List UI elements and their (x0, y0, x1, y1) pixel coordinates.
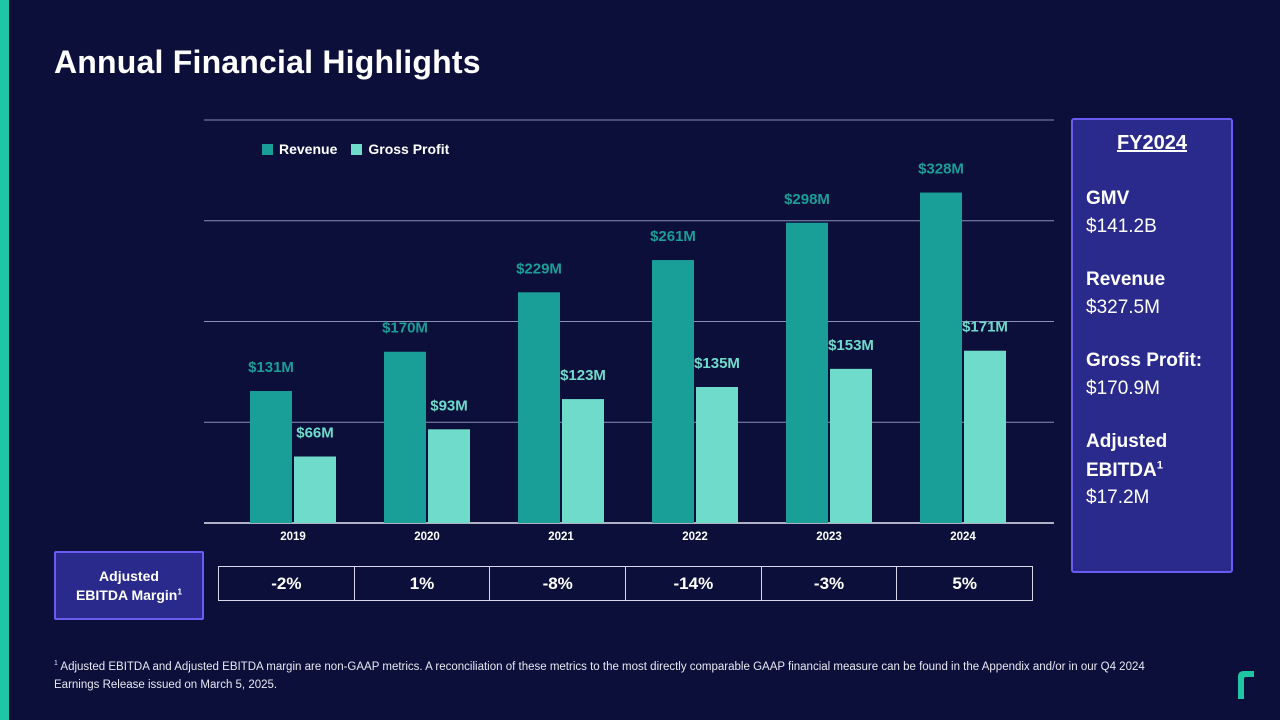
data-label-gross-profit-2019: $66M (296, 425, 334, 442)
data-label-revenue-2023: $298M (784, 191, 830, 208)
bar-gross-profit-2024 (964, 350, 1006, 523)
data-label-revenue-2022: $261M (650, 228, 696, 245)
ebitda-margin-footnote-marker: 1 (177, 585, 183, 596)
bar-revenue-2023 (786, 222, 828, 523)
fy-panel-title: FY2024 (1116, 132, 1188, 154)
gross-profit-value: $170.9M (1086, 377, 1160, 399)
ebitda-margin-label-text: EBITDA Margin (75, 586, 178, 603)
bar-revenue-2024 (920, 192, 962, 524)
bar-gross-profit-2020 (428, 429, 470, 523)
bar-gross-profit-2023 (830, 368, 872, 523)
fy2024-panel: FY2024 GMV $141.2B Revenue $327.5M Gross… (1071, 118, 1233, 573)
legend-revenue-label: Revenue (279, 141, 338, 157)
data-label-revenue-2020: $170M (382, 320, 428, 337)
bar-revenue-2019 (250, 391, 292, 523)
margin-cell-2022: -14% (625, 567, 761, 600)
data-label-gross-profit-2021: $123M (560, 367, 606, 384)
margin-cell-2021: -8% (489, 567, 625, 600)
x-tick-label-2024: 2024 (950, 531, 976, 543)
footnote-marker: 1 (54, 660, 58, 668)
revenue-value: $327.5M (1086, 296, 1160, 318)
bar-gross-profit-2022 (696, 386, 738, 523)
ebitda-label-line-1: Adjusted (1086, 431, 1168, 453)
bar-revenue-2020 (384, 351, 426, 523)
gross-profit-label: Gross Profit: (1086, 350, 1203, 372)
bar-revenue-2021 (518, 292, 560, 523)
x-tick-label-2019: 2019 (280, 531, 306, 543)
company-logo-icon (1238, 671, 1254, 699)
x-tick-label-2022: 2022 (682, 531, 708, 543)
ebitda-margin-label-line-2: EBITDA Margin1 (76, 586, 182, 604)
ebitda-margin-label: Adjusted EBITDA Margin1 (54, 551, 204, 620)
accent-bar (0, 0, 9, 720)
page-title: Annual Financial Highlights (54, 44, 481, 80)
legend-item-revenue: Revenue (262, 141, 337, 157)
ebitda-label: Adjusted EBITDA1 (1086, 428, 1231, 485)
x-tick-label-2023: 2023 (816, 531, 842, 543)
data-label-revenue-2024: $328M (918, 161, 964, 178)
footnote-text: Adjusted EBITDA and Adjusted EBITDA marg… (54, 661, 1145, 692)
gmv-label: GMV (1086, 188, 1130, 209)
data-label-gross-profit-2024: $171M (962, 319, 1008, 336)
data-label-gross-profit-2022: $135M (694, 355, 740, 372)
revenue-label: Revenue (1086, 269, 1166, 291)
data-label-gross-profit-2023: $153M (828, 337, 874, 354)
bar-gross-profit-2021 (562, 399, 604, 523)
legend-item-gross-profit: Gross Profit (351, 141, 449, 157)
footnote: 1 Adjusted EBITDA and Adjusted EBITDA ma… (54, 658, 1164, 695)
ebitda-margin-row: -2% 1% -8% -14% -3% 5% (218, 566, 1033, 601)
margin-cell-2019: -2% (271, 573, 302, 593)
ebitda-label-line-2: EBITDA (1086, 459, 1157, 481)
x-tick-label-2021: 2021 (548, 531, 574, 543)
ebitda-footnote-marker: 1 (1156, 459, 1164, 472)
revenue-swatch (262, 143, 273, 155)
gross-profit-swatch (351, 143, 363, 155)
bar-gross-profit-2019 (294, 456, 336, 523)
data-label-gross-profit-2020: $93M (430, 397, 468, 414)
margin-cell-2023: -3% (760, 567, 897, 600)
data-label-revenue-2021: $229M (516, 260, 562, 277)
bar-revenue-2022 (652, 260, 694, 523)
ebitda-margin-label-line-1: Adjusted (99, 568, 159, 585)
data-label-revenue-2019: $131M (248, 359, 294, 376)
chart-legend: Revenue Gross Profit (262, 141, 449, 157)
gmv-value: $141.2B (1086, 215, 1157, 237)
x-tick-label-2020: 2020 (414, 531, 440, 543)
margin-cell-2024: 5% (896, 567, 1032, 600)
ebitda-value: $17.2M (1086, 487, 1150, 509)
legend-gross-profit-label: Gross Profit (368, 141, 450, 157)
margin-cell-2020: 1% (353, 567, 490, 600)
